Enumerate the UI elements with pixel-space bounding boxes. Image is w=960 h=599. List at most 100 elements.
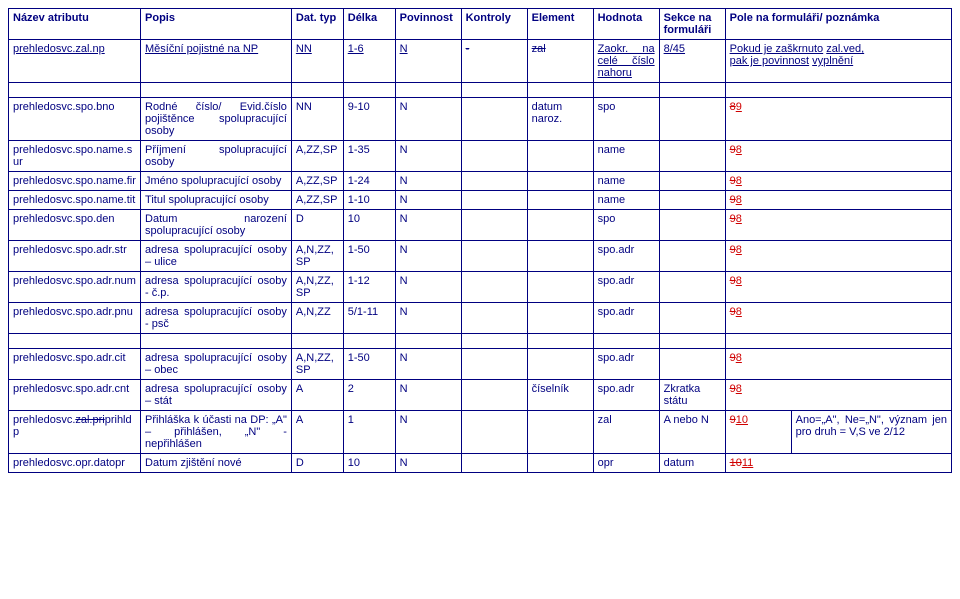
cell-name: prehledosvc.spo.adr.cit — [9, 349, 141, 380]
cell-pov: N — [395, 411, 461, 454]
col-kontroly: Kontroly — [461, 9, 527, 40]
cell-delka: 1-10 — [343, 191, 395, 210]
col-povinnost: Povinnost — [395, 9, 461, 40]
cell-delka: 1-35 — [343, 141, 395, 172]
cell-pov: N — [395, 210, 461, 241]
cell-typ: A,N,ZZ — [291, 303, 343, 334]
cell-name: prehledosvc.spo.name.tit — [9, 191, 141, 210]
cell-element — [527, 454, 593, 473]
cell-hodnota: spo.adr — [593, 241, 659, 272]
cell-note: Ano=„A", Ne=„N", význam jen pro druh = V… — [791, 411, 951, 454]
cell-kontroly — [461, 380, 527, 411]
table-row: prehledosvc.zal.priprihldp Přihláška k ú… — [9, 411, 952, 454]
cell-pov: N — [395, 172, 461, 191]
cell-delka: 5/1-11 — [343, 303, 395, 334]
cell-element — [527, 241, 593, 272]
cell-pov: N — [395, 191, 461, 210]
cell-sekce: Zkratka státu — [659, 380, 725, 411]
cell-sekce — [659, 241, 725, 272]
cell-hodnota: spo.adr — [593, 303, 659, 334]
cell-pole: 98 — [725, 191, 951, 210]
col-popis: Popis — [141, 9, 292, 40]
cell-popis: Titul spolupracující osoby — [141, 191, 292, 210]
cell-popis: Rodné číslo/ Evid.číslo pojištěnce spolu… — [141, 98, 292, 141]
table-row: prehledosvc.spo.adr.pnu adresa spoluprac… — [9, 303, 952, 334]
cell-element: zal — [527, 40, 593, 83]
cell-popis: adresa spolupracující osoby – ulice — [141, 241, 292, 272]
cell-sekce: A nebo N — [659, 411, 725, 454]
cell-delka: 10 — [343, 454, 395, 473]
table-row: prehledosvc.spo.adr.cnt adresa spoluprac… — [9, 380, 952, 411]
cell-kontroly — [461, 303, 527, 334]
cell-sekce — [659, 303, 725, 334]
cell-pole-num: 910 — [725, 411, 791, 454]
cell-pole: 98 — [725, 380, 951, 411]
cell-element — [527, 141, 593, 172]
cell-element — [527, 349, 593, 380]
cell-pole: 98 — [725, 172, 951, 191]
cell-element — [527, 172, 593, 191]
table-row: prehledosvc.opr.datopr Datum zjištění no… — [9, 454, 952, 473]
table-row: prehledosvc.spo.name.tit Titul spoluprac… — [9, 191, 952, 210]
cell-popis: Jméno spolupracující osoby — [141, 172, 292, 191]
cell-pov: N — [395, 241, 461, 272]
cell-popis: Datum zjištění nové — [141, 454, 292, 473]
cell-delka: 2 — [343, 380, 395, 411]
col-delka: Délka — [343, 9, 395, 40]
cell-hodnota: spo.adr — [593, 349, 659, 380]
table-row: prehledosvc.spo.name.sur Příjmení spolup… — [9, 141, 952, 172]
table-row: prehledosvc.spo.name.fir Jméno spoluprac… — [9, 172, 952, 191]
cell-kontroly — [461, 349, 527, 380]
cell-name: prehledosvc.spo.adr.cnt — [9, 380, 141, 411]
cell-popis: adresa spolupracující osoby – stát — [141, 380, 292, 411]
cell-name: prehledosvc.zal.priprihldp — [9, 411, 141, 454]
cell-pole: 98 — [725, 210, 951, 241]
cell-kontroly — [461, 191, 527, 210]
cell-name: prehledosvc.spo.adr.str — [9, 241, 141, 272]
cell-sekce — [659, 272, 725, 303]
cell-hodnota: opr — [593, 454, 659, 473]
cell-hodnota: name — [593, 141, 659, 172]
cell-typ: A,ZZ,SP — [291, 141, 343, 172]
cell-delka: 1-6 — [343, 40, 395, 83]
cell-typ: A,ZZ,SP — [291, 172, 343, 191]
cell-pov: N — [395, 141, 461, 172]
cell-popis: adresa spolupracující osoby - č.p. — [141, 272, 292, 303]
cell-pov: N — [395, 380, 461, 411]
cell-name: prehledosvc.spo.name.fir — [9, 172, 141, 191]
table-row: prehledosvc.spo.adr.num adresa spoluprac… — [9, 272, 952, 303]
cell-delka: 1 — [343, 411, 395, 454]
cell-name: prehledosvc.zal.np — [9, 40, 141, 83]
cell-kontroly — [461, 210, 527, 241]
cell-delka: 9-10 — [343, 98, 395, 141]
cell-pov: N — [395, 303, 461, 334]
cell-name: prehledosvc.spo.name.sur — [9, 141, 141, 172]
cell-pov: N — [395, 454, 461, 473]
cell-sekce — [659, 141, 725, 172]
cell-popis: adresa spolupracující osoby – obec — [141, 349, 292, 380]
cell-hodnota: spo — [593, 98, 659, 141]
cell-pole: 1011 — [725, 454, 951, 473]
col-hodnota: Hodnota — [593, 9, 659, 40]
cell-kontroly — [461, 141, 527, 172]
cell-element — [527, 411, 593, 454]
cell-name: prehledosvc.spo.bno — [9, 98, 141, 141]
cell-hodnota: zal — [593, 411, 659, 454]
cell-pole: 98 — [725, 141, 951, 172]
cell-element: číselník — [527, 380, 593, 411]
cell-kontroly — [461, 241, 527, 272]
cell-hodnota: Zaokr. na celé číslo nahoru — [593, 40, 659, 83]
cell-delka: 10 — [343, 210, 395, 241]
col-element: Element — [527, 9, 593, 40]
cell-hodnota: spo — [593, 210, 659, 241]
cell-kontroly — [461, 411, 527, 454]
cell-typ: NN — [291, 98, 343, 141]
cell-pole: 98 — [725, 241, 951, 272]
table-row: prehledosvc.spo.adr.cit adresa spoluprac… — [9, 349, 952, 380]
col-sekce: Sekce na formuláři — [659, 9, 725, 40]
cell-sekce — [659, 191, 725, 210]
spacer-row — [9, 83, 952, 98]
cell-hodnota: name — [593, 191, 659, 210]
cell-pole: 89 — [725, 98, 951, 141]
cell-pov: N — [395, 349, 461, 380]
